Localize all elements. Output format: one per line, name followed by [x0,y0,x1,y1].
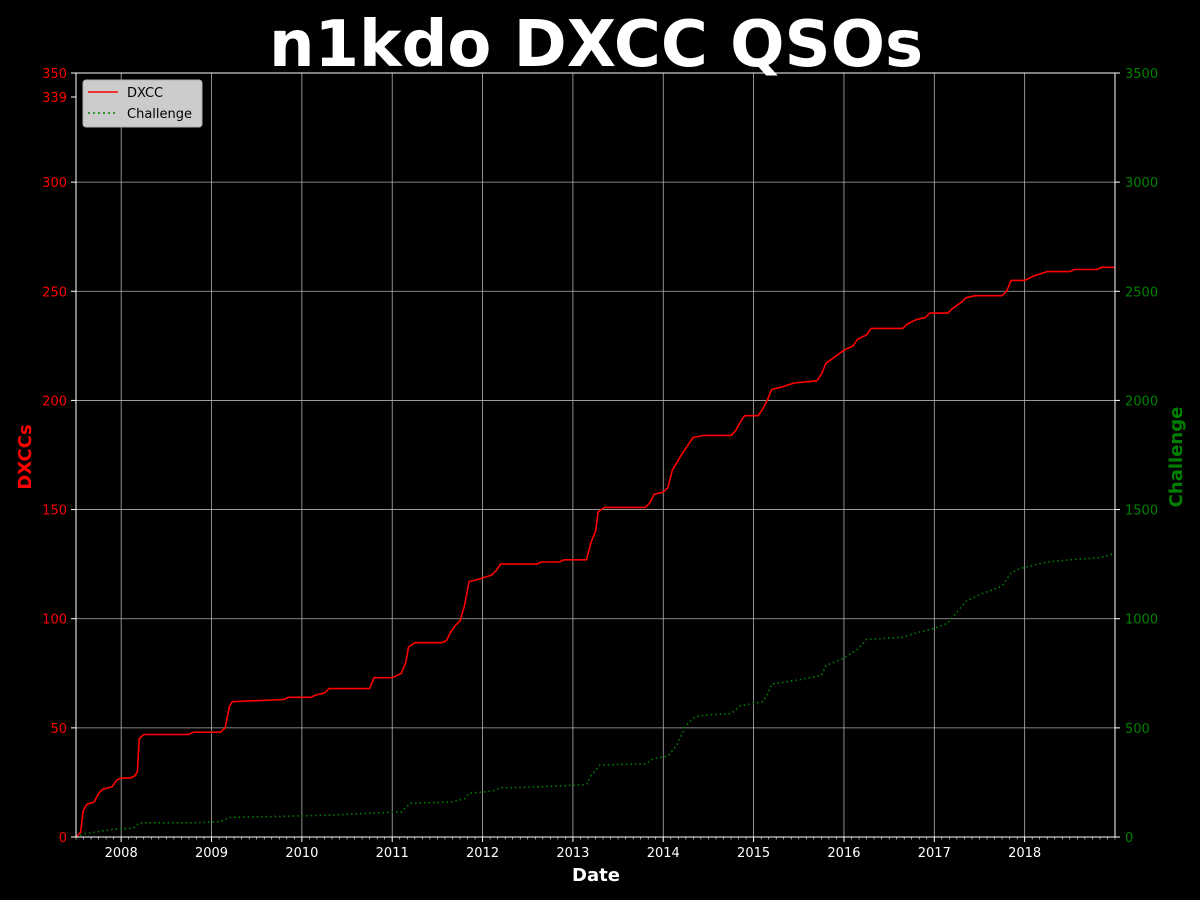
y2-tick-label: 500 [1125,722,1150,737]
y-tick-label: 200 [42,394,67,409]
x-axis-ticks: 2008 2009 2010 2011 2012 2013 2014 2015 2016 2017… [75,837,1116,861]
x-axis-label: Date [572,865,620,886]
x-tick-label: 2016 [827,846,860,861]
x-tick-label: 2018 [1008,846,1041,861]
x-tick-label: 2012 [466,846,499,861]
y-tick-label: 50 [50,722,67,737]
y-tick-label: 0 [59,831,67,846]
y-tick-label: 150 [42,504,67,519]
x-tick-label: 2008 [105,846,138,861]
y-extra-tick-label: 339 [42,91,67,106]
y2-tick-label: 3000 [1125,176,1158,191]
y2-axis-ticks: 0 500 1000 1500 2000 2500 3000 3500 [1115,67,1158,846]
y2-tick-label: 1500 [1125,504,1158,519]
y-tick-label: 250 [42,285,67,300]
x-tick-label: 2009 [195,846,228,861]
y-axis-label: DXCCs [15,424,36,489]
x-tick-label: 2014 [647,846,680,861]
y-tick-label: 300 [42,176,67,191]
y-tick-label: 350 [42,67,67,82]
x-tick-label: 2011 [376,846,409,861]
y2-tick-label: 2000 [1125,394,1158,409]
y2-tick-label: 1000 [1125,613,1158,628]
x-tick-label: 2010 [285,846,318,861]
y-tick-label: 100 [42,613,67,628]
series-layer [75,266,1116,838]
x-tick-label: 2017 [918,846,951,861]
x-tick-label: 2013 [556,846,589,861]
chart-title: n1kdo DXCC QSOs [269,8,923,82]
y2-tick-label: 0 [1125,831,1133,846]
legend: DXCC Challenge [82,79,203,128]
y2-tick-label: 3500 [1125,67,1158,82]
y2-axis-label: Challenge [1166,407,1187,508]
y2-tick-label: 2500 [1125,285,1158,300]
legend-entry-challenge: Challenge [127,107,192,122]
x-tick-label: 2015 [737,846,770,861]
series-line-dxcc [75,266,1115,838]
legend-entry-dxcc: DXCC [127,86,163,101]
series-line-challenge [75,552,1116,838]
y-axis-ticks: 0 50 100 150 200 250 300 350 339 [42,67,76,846]
